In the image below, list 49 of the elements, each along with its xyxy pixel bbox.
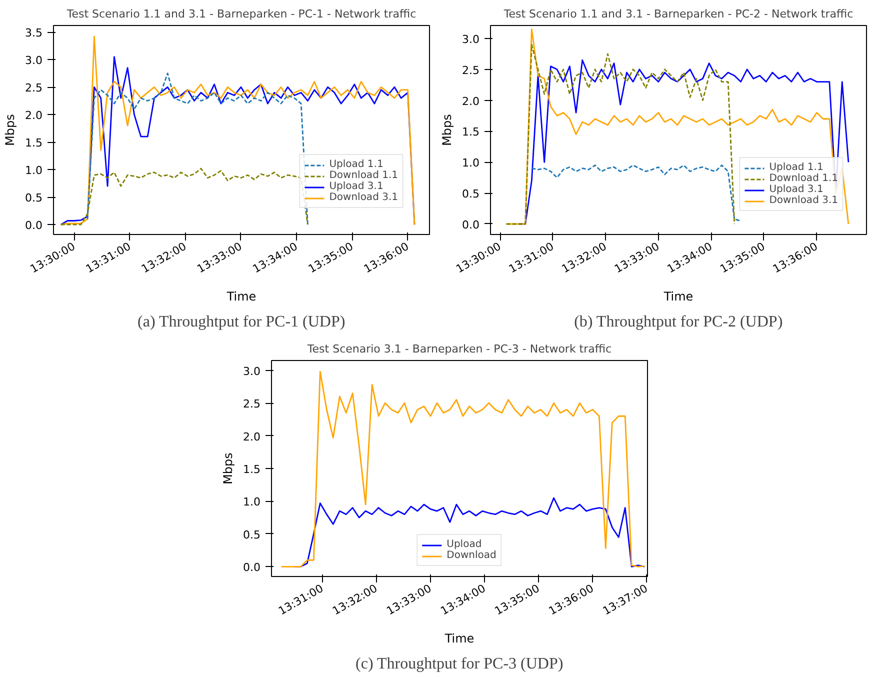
y-tick-label: 2.0 bbox=[25, 109, 43, 122]
y-tick-label: 1.0 bbox=[243, 496, 261, 509]
legend-label: Download 1.1 bbox=[329, 170, 398, 181]
text: (a) Throughtput for PC-1 (UDP) bbox=[138, 314, 346, 330]
y-tick-label: 3.0 bbox=[462, 32, 480, 46]
y-axis-title: Mbps bbox=[3, 114, 18, 146]
y-tick-label: 0.0 bbox=[25, 219, 43, 232]
y-tick-label: 0.5 bbox=[25, 192, 43, 205]
text: (b) Throughtput for PC-2 (UDP) bbox=[574, 314, 783, 330]
legend-label: Download 3.1 bbox=[769, 195, 838, 206]
y-tick-label: 2.5 bbox=[462, 64, 480, 77]
legend-label: Download 1.1 bbox=[769, 173, 838, 184]
legend-label: Download 3.1 bbox=[329, 192, 398, 203]
y-tick-label: 2.0 bbox=[462, 94, 480, 108]
x-axis-title: Time bbox=[444, 631, 474, 646]
chart-title: Test Scenario 1.1 and 3.1 - Barneparken - PC-1 - Network traffic bbox=[66, 8, 416, 20]
line-series bbox=[86, 72, 308, 226]
y-tick-label: 0.0 bbox=[243, 561, 261, 574]
chart-title: Test Scenario 3.1 - Barneparken - PC-3 - Network traffic bbox=[306, 342, 612, 356]
y-tick-label: 1.5 bbox=[25, 136, 43, 150]
legend-label: Download bbox=[446, 550, 496, 561]
text: (c) Throughtput for PC-3 (UDP) bbox=[356, 656, 564, 672]
legend-label: Upload 3.1 bbox=[329, 181, 384, 192]
y-tick-label: 0.5 bbox=[243, 528, 261, 542]
y-tick-label: 2.5 bbox=[25, 82, 43, 95]
y-tick-label: 0.0 bbox=[462, 218, 480, 232]
y-axis-title: Mbps bbox=[440, 114, 454, 146]
x-axis-title: Time bbox=[226, 289, 256, 304]
y-tick-label: 1.5 bbox=[243, 463, 261, 476]
chart-title: Test Scenario 1.1 and 3.1 - Barneparken - PC-2 - Network traffic bbox=[502, 8, 854, 20]
legend-label: Upload 1.1 bbox=[329, 159, 384, 170]
legend-label: Upload 1.1 bbox=[769, 162, 824, 173]
x-axis-title: Time bbox=[662, 289, 694, 304]
line-series bbox=[280, 370, 646, 568]
y-tick-label: 1.5 bbox=[462, 126, 480, 139]
y-tick-label: 1.0 bbox=[462, 156, 480, 170]
line-series bbox=[506, 44, 736, 225]
line-series bbox=[530, 164, 742, 222]
line-series bbox=[60, 168, 308, 226]
y-tick-label: 3.0 bbox=[243, 364, 261, 378]
y-tick-label: 2.0 bbox=[243, 430, 261, 444]
y-tick-label: 0.5 bbox=[462, 188, 480, 201]
y-axis-title: Mbps bbox=[221, 452, 236, 484]
y-tick-label: 3.5 bbox=[25, 26, 43, 40]
y-tick-label: 3.0 bbox=[25, 54, 43, 68]
y-tick-label: 1.0 bbox=[25, 164, 43, 178]
legend-label: Upload 3.1 bbox=[769, 184, 824, 195]
y-tick-label: 2.5 bbox=[243, 398, 261, 411]
legend-label: Upload bbox=[446, 539, 482, 550]
